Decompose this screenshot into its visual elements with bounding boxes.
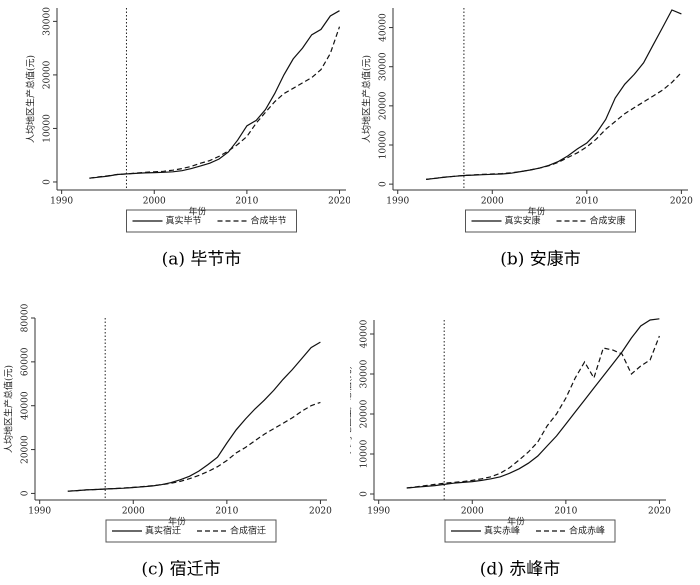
chart-panel: 0 10000 20000 30000 40000 1990 2000 2010 2020 年份 人… — [361, 8, 693, 270]
y-tick-label: 20000 — [21, 435, 31, 464]
y-tick-label: 20000 — [360, 399, 370, 428]
y-tick-label: 40000 — [360, 319, 370, 348]
caption: (a) 毕节市 — [162, 250, 242, 270]
x-tick-label: 2000 — [122, 507, 145, 517]
chart-panel: 0 20000 40000 60000 80000 1990 2000 2010 2020 年份 人… — [3, 303, 333, 580]
x-axis-label: 年份 — [527, 206, 545, 218]
y-tick-label: 30000 — [379, 52, 389, 81]
x-axis-label: 年份 — [188, 206, 206, 218]
x-axis-label: 年份 — [507, 516, 525, 528]
y-tick-label: 60000 — [21, 347, 31, 376]
legend-box — [465, 209, 636, 233]
caption: (c) 宿迁市 — [141, 560, 220, 580]
y-axis-label: 人均地区生产总值(元) — [361, 55, 373, 143]
data-line — [426, 9, 682, 180]
y-tick-label: 10000 — [360, 439, 370, 468]
x-tick-label: 2010 — [215, 507, 238, 517]
x-tick-label: 2010 — [554, 507, 577, 517]
y-tick-label: 20000 — [43, 60, 53, 89]
legend-box — [105, 519, 277, 543]
legend-box — [444, 519, 616, 543]
y-tick-label: 0 — [360, 491, 370, 497]
legend-label: 真实毕节 — [166, 215, 202, 227]
y-tick-label: 10000 — [379, 130, 389, 159]
data-line — [89, 10, 340, 179]
caption: (b) 安康市 — [500, 250, 581, 270]
y-tick-label: 30000 — [360, 359, 370, 388]
y-tick-label: 10000 — [43, 114, 53, 143]
legend-label: 合成宿迁 — [230, 525, 266, 537]
y-tick-label: 40000 — [379, 13, 389, 42]
x-tick-label: 2010 — [575, 197, 598, 207]
y-tick-label: 30000 — [43, 7, 53, 36]
legend-label: 合成毕节 — [251, 215, 287, 227]
y-tick-label: 40000 — [21, 391, 31, 420]
chart-panel: 0 10000 20000 30000 1990 2000 2010 2020 年份 人均地区生产… — [25, 7, 351, 270]
x-tick-label: 2010 — [235, 197, 258, 207]
x-tick-label: 2020 — [309, 507, 332, 517]
x-tick-label: 1990 — [50, 197, 73, 207]
data-line — [426, 72, 682, 180]
data-line — [406, 318, 660, 489]
x-tick-label: 2000 — [461, 507, 484, 517]
y-tick-label: 0 — [21, 490, 31, 496]
data-line — [406, 335, 660, 489]
y-tick-label: 20000 — [379, 91, 389, 120]
legend-label: 真实安康 — [505, 215, 541, 227]
x-tick-label: 2000 — [143, 197, 166, 207]
y-tick-label: 0 — [379, 181, 389, 187]
x-tick-label: 2020 — [670, 197, 693, 207]
y-tick-label: 0 — [43, 179, 53, 185]
x-tick-label: 2020 — [328, 197, 350, 207]
x-tick-label: 1990 — [28, 507, 51, 517]
data-line — [67, 401, 321, 492]
y-axis-label: 人均地区生产总值(元) — [3, 365, 15, 453]
legend-label: 合成安康 — [590, 215, 626, 227]
y-axis-label: 人均地区生产总值(元) — [25, 55, 37, 143]
caption: (d) 赤峰市 — [480, 560, 561, 580]
legend-label: 真实赤峰 — [484, 525, 520, 537]
y-tick-label: 80000 — [21, 303, 31, 332]
data-line — [89, 26, 341, 179]
legend-label: 合成赤峰 — [569, 525, 605, 537]
x-tick-label: 2000 — [481, 197, 504, 207]
x-tick-label: 1990 — [367, 507, 390, 517]
x-tick-label: 1990 — [386, 197, 409, 207]
x-axis-label: 年份 — [168, 516, 186, 528]
legend-box — [126, 209, 297, 233]
y-axis-label: 人均地区生产总值(元) — [350, 366, 354, 454]
legend-label: 真实宿迁 — [145, 525, 181, 537]
x-tick-label: 2020 — [648, 507, 671, 517]
chart-panel: 0 10000 20000 30000 40000 1990 2000 2010 2020 年份 人… — [350, 318, 671, 580]
